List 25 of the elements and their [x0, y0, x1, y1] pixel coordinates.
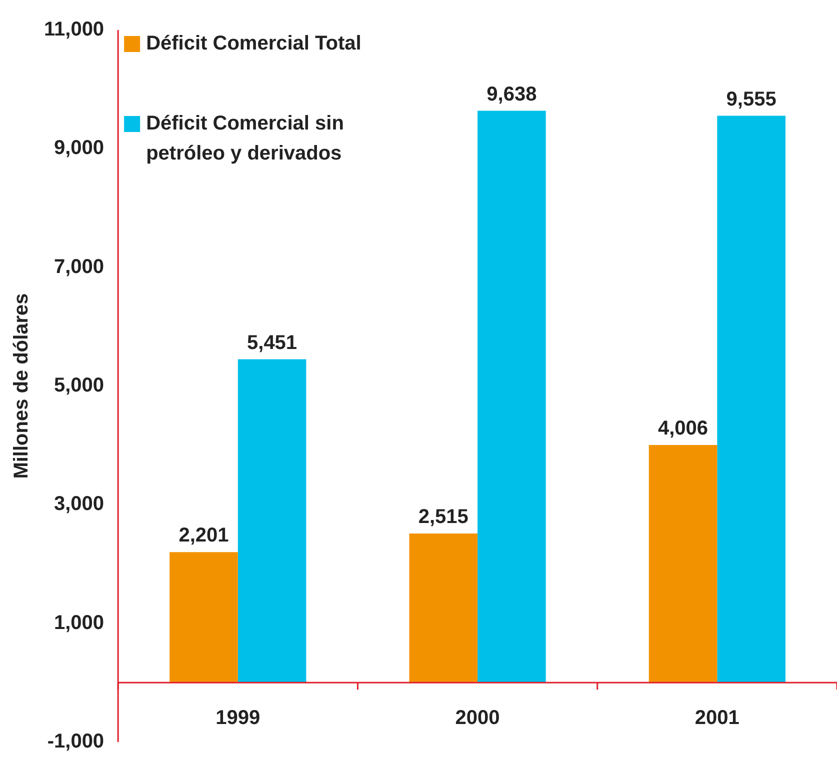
- y-tick-label: -1,000: [47, 730, 104, 753]
- bar: [648, 444, 718, 683]
- y-axis-title: Millones de dólares: [10, 293, 33, 479]
- bar: [409, 533, 478, 683]
- x-tick-label: 1999: [216, 707, 260, 730]
- y-tick-label: 1,000: [54, 612, 104, 634]
- bar: [478, 110, 546, 683]
- legend-label: Déficit Comercial Total: [146, 32, 362, 55]
- data-label: 9,638: [486, 83, 537, 106]
- data-label: 2,201: [178, 524, 229, 547]
- x-tick-label: 2001: [694, 707, 740, 730]
- x-tick-label: 2000: [455, 707, 500, 730]
- data-label: 5,451: [247, 332, 298, 354]
- data-label: 2,515: [418, 506, 468, 528]
- y-tick-label: 9,000: [54, 137, 104, 160]
- bar: [238, 359, 306, 683]
- data-label: 4,006: [658, 417, 708, 440]
- legend-label: Déficit Comercial sin petróleo y derivados: [146, 112, 344, 165]
- y-tick-label: 5,000: [54, 374, 104, 397]
- data-label: 9,555: [726, 88, 776, 110]
- y-tick-label: 11,000: [44, 18, 104, 41]
- y-tick-label: 3,000: [54, 493, 104, 516]
- y-tick-label: 7,000: [54, 256, 104, 278]
- bar: [717, 116, 786, 683]
- bar: [170, 552, 238, 683]
